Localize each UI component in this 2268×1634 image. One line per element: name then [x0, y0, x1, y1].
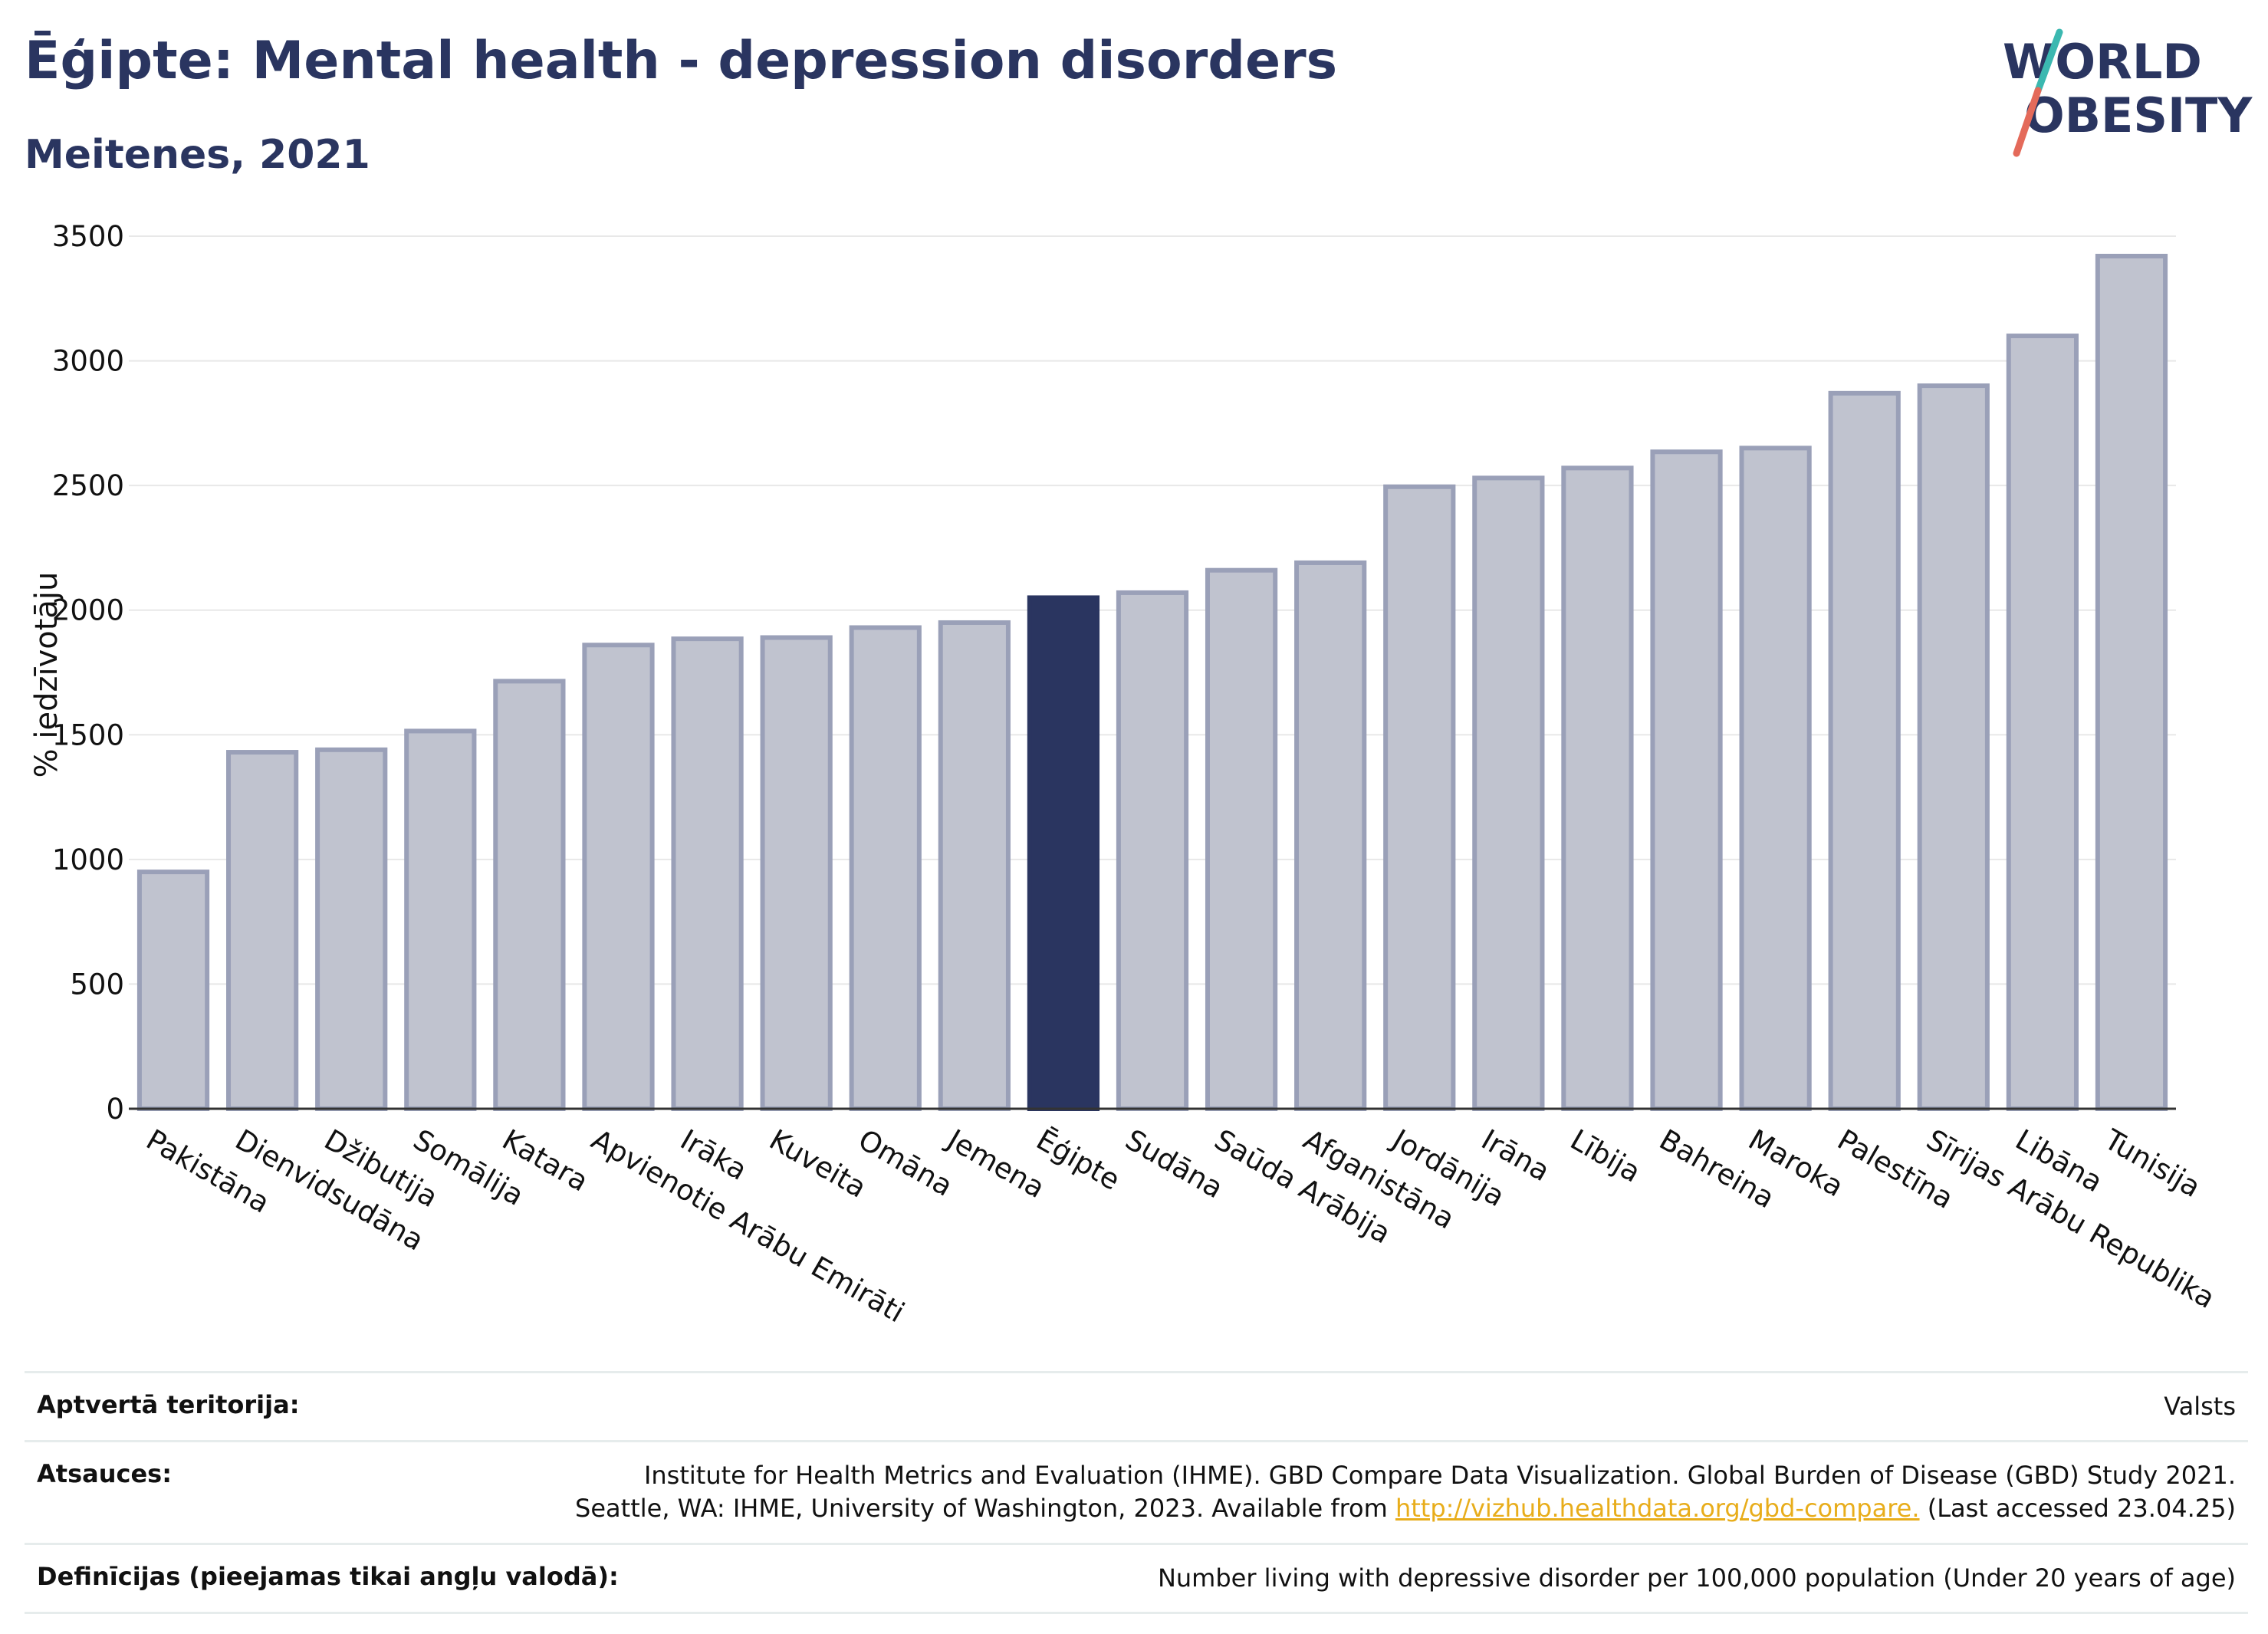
bar: [315, 747, 388, 1112]
bar: [1917, 383, 1990, 1112]
bar: [1116, 590, 1189, 1111]
bar-highlighted: [1027, 595, 1100, 1111]
y-tick-label: 0: [106, 1093, 124, 1126]
x-tick-label: Sudāna: [1120, 1123, 1229, 1205]
bar: [1828, 390, 1901, 1111]
info-label: Aptvertā teritorija:: [37, 1390, 300, 1419]
x-tick-label: Ēģipte: [1030, 1123, 1126, 1197]
bar: [849, 625, 922, 1111]
bar: [2006, 334, 2079, 1111]
y-tick-label: 1000: [52, 843, 124, 876]
info-row: Definīcijas (pieejamas tikai angļu valod…: [25, 1542, 2248, 1614]
x-tick-labels: PakistānaDienvidsudānaDžibutijaSomālijaK…: [141, 1123, 2221, 1330]
y-tick-label: 500: [70, 968, 124, 1001]
bar: [582, 643, 655, 1111]
y-tick-label: 3000: [52, 345, 124, 378]
bars: [136, 254, 2168, 1112]
bar: [1205, 567, 1278, 1111]
info-value: Number living with depressive disorder p…: [1158, 1562, 2236, 1595]
logo-slash-bottom: [2013, 87, 2042, 157]
x-tick-label: Tunisija: [2099, 1123, 2207, 1204]
source-link[interactable]: http://vizhub.healthdata.org/gbd-compare…: [1395, 1494, 1920, 1524]
chart-subtitle: Meitenes, 2021: [25, 132, 370, 178]
bar: [1561, 465, 1634, 1111]
world-obesity-logo: WORLD OBESITY: [2003, 28, 2253, 157]
bar: [671, 636, 744, 1111]
bar-chart: 0 500 1000 1500 2000 2500 3000 3500 PakistānaDi…: [29, 220, 2221, 1330]
bar: [1383, 484, 1456, 1111]
bar: [760, 635, 833, 1111]
bar: [493, 679, 566, 1111]
x-tick-label: Lībija: [1565, 1123, 1646, 1189]
bar: [226, 750, 299, 1111]
info-value-line: Institute for Health Metrics and Evaluat…: [643, 1461, 2236, 1491]
logo-line1: WORLD: [2003, 34, 2202, 90]
info-value: Valsts: [2164, 1390, 2236, 1423]
y-tick-label: 1500: [52, 718, 124, 751]
bar: [404, 728, 477, 1111]
x-tick-label: Omāna: [853, 1123, 958, 1203]
y-axis-title: % iedzīvotāju: [29, 572, 64, 778]
info-table: Aptvertā teritorija: Valsts Atsauces: Insti…: [25, 1371, 2248, 1614]
bar: [1294, 560, 1367, 1111]
source-text-pre: Seattle, WA: IHME, University of Washing…: [575, 1494, 1395, 1524]
x-tick-label: Kuveita: [764, 1123, 872, 1205]
info-label: Atsauces:: [37, 1459, 172, 1489]
chart-title: Ēģipte: Mental health - depression disor…: [25, 31, 1338, 91]
info-row: Atsauces: Institute for Health Metrics an…: [25, 1440, 2248, 1542]
bar: [2095, 254, 2168, 1111]
y-tick-label: 2500: [52, 469, 124, 502]
logo-slash-top: [2034, 28, 2063, 94]
info-value-line: Seattle, WA: IHME, University of Washing…: [575, 1492, 2236, 1525]
bar: [1650, 449, 1723, 1111]
bar: [136, 870, 210, 1111]
bar: [938, 620, 1011, 1111]
info-row: Aptvertā teritorija: Valsts: [25, 1371, 2248, 1440]
info-label: Definīcijas (pieejamas tikai angļu valod…: [37, 1561, 619, 1591]
y-tick-label: 2000: [52, 594, 124, 627]
x-tick-label: Jemena: [941, 1123, 1050, 1205]
info-value-line: Number living with depressive disorder p…: [1157, 1563, 2236, 1593]
bar: [1472, 475, 1545, 1111]
bar: [1739, 445, 1812, 1111]
source-text-post: (Last accessed 23.04.25): [1919, 1494, 2236, 1524]
info-value: Institute for Health Metrics and Evaluat…: [575, 1459, 2236, 1525]
y-tick-labels: 0 500 1000 1500 2000 2500 3000 3500: [52, 220, 124, 1126]
info-value-line: Valsts: [2164, 1392, 2236, 1421]
logo-line2: OBESITY: [2024, 87, 2253, 143]
y-tick-label: 3500: [52, 220, 124, 253]
